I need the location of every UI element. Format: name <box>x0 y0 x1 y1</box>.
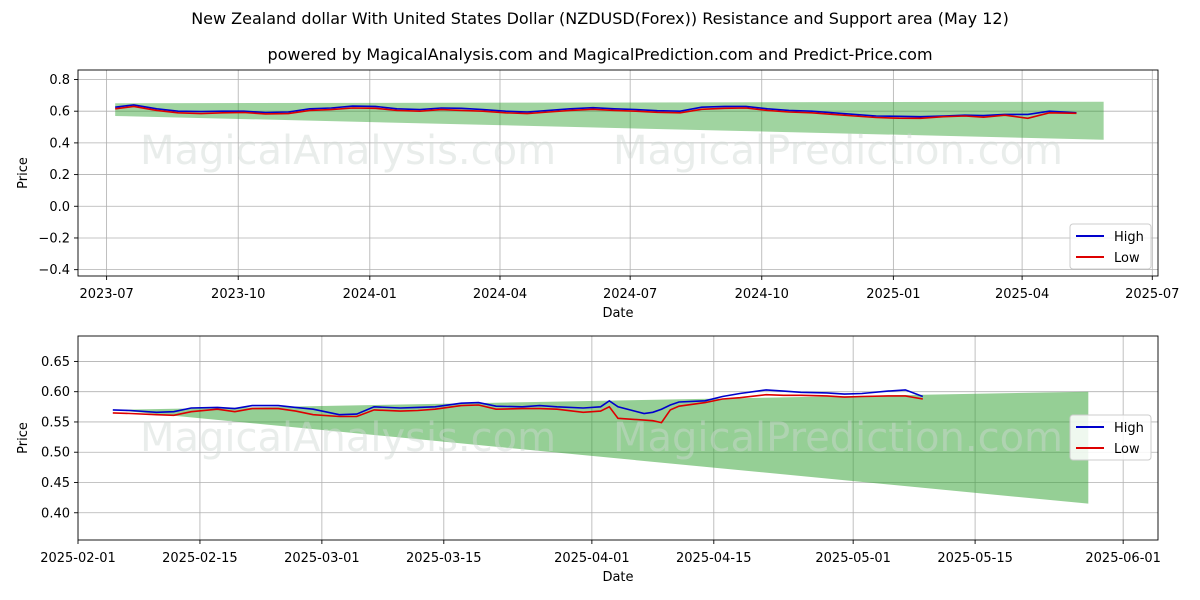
plot-area: MagicalAnalysis.com MagicalPrediction.com <box>78 70 1158 276</box>
x-tick-label: 2023-10 <box>211 287 265 302</box>
x-tick-label: 2024-04 <box>473 287 527 302</box>
watermark-analysis: MagicalAnalysis.com <box>140 128 556 174</box>
support-resistance-band <box>112 348 1089 359</box>
y-tick-label: 0.4 <box>49 136 70 151</box>
y-tick-label: 0.45 <box>41 476 70 491</box>
watermark-prediction: MagicalPrediction.com <box>613 415 1063 461</box>
series-line-high <box>115 104 1077 118</box>
y-tick-label: 0.65 <box>41 355 70 370</box>
top-panel: MagicalAnalysis.com MagicalPrediction.com… <box>16 69 1179 321</box>
legend-label-high: High <box>1114 421 1144 436</box>
legend-label-low: Low <box>1114 251 1140 266</box>
x-tick-label: 2025-02-01 <box>40 551 116 566</box>
series-line-low <box>112 393 923 424</box>
legend-label-high: High <box>1114 230 1144 245</box>
axes-frame <box>77 335 1159 541</box>
x-tick-label: 2025-07 <box>1125 287 1179 302</box>
x-tick-label: 2025-04-01 <box>554 551 630 566</box>
support-resistance-band <box>115 92 1104 115</box>
support-resistance-band <box>112 370 1089 380</box>
x-tick-label: 2024-01 <box>343 287 397 302</box>
support-resistance-band <box>112 358 1089 533</box>
x-tick-label: 2025-05-01 <box>815 551 891 566</box>
y-tick-label: 0.55 <box>41 415 70 430</box>
support-resistance-band <box>115 111 1104 235</box>
x-tick-label: 2024-07 <box>603 287 657 302</box>
chart-title: New Zealand dollar With United States Do… <box>191 9 1009 28</box>
support-resistance-band <box>115 146 1104 265</box>
support-resistance-band <box>112 391 1089 504</box>
x-tick-label: 2025-06-01 <box>1085 551 1161 566</box>
support-resistance-band <box>115 96 1104 140</box>
x-tick-label: 2025-03-15 <box>406 551 482 566</box>
axes-frame <box>77 69 1159 277</box>
y-tick-label: 0.50 <box>41 446 70 461</box>
x-axis-label: Date <box>602 306 633 321</box>
y-axis-label: Price <box>16 157 31 189</box>
y-tick-label: −0.4 <box>38 263 70 278</box>
support-resistance-band <box>112 364 1089 489</box>
y-tick-label: −0.2 <box>38 231 70 246</box>
x-tick-label: 2025-04 <box>995 287 1049 302</box>
watermark-analysis: MagicalAnalysis.com <box>140 415 556 461</box>
watermark-prediction: MagicalPrediction.com <box>613 128 1063 174</box>
series-line-high <box>112 389 924 416</box>
chart-subtitle: powered by MagicalAnalysis.com and Magic… <box>267 45 933 64</box>
x-tick-label: 2025-04-15 <box>676 551 752 566</box>
plot-area: MagicalAnalysis.com MagicalPrediction.com <box>78 336 1158 540</box>
series-line-low <box>115 105 1077 120</box>
x-tick-label: 2025-02-15 <box>162 551 238 566</box>
y-tick-label: 0.0 <box>49 200 70 215</box>
support-resistance-band <box>115 79 1104 150</box>
x-tick-label: 2025-05-15 <box>937 551 1013 566</box>
support-resistance-band <box>115 108 1104 223</box>
x-tick-label: 2023-07 <box>79 287 133 302</box>
support-resistance-band <box>115 101 1104 140</box>
y-tick-label: 0.40 <box>41 506 70 521</box>
support-resistance-band <box>115 79 1104 101</box>
x-axis-label: Date <box>602 570 633 585</box>
x-tick-label: 2024-10 <box>735 287 789 302</box>
legend: High Low <box>1069 223 1152 270</box>
legend: High Low <box>1069 414 1152 461</box>
x-tick-label: 2025-01 <box>866 287 920 302</box>
y-axis-label: Price <box>16 422 31 454</box>
y-tick-label: 0.8 <box>49 73 70 88</box>
y-tick-label: 0.60 <box>41 385 70 400</box>
x-tick-label: 2025-03-01 <box>284 551 360 566</box>
bottom-panel: MagicalAnalysis.com MagicalPrediction.com… <box>16 335 1161 585</box>
legend-label-low: Low <box>1114 442 1140 457</box>
y-tick-label: 0.6 <box>49 105 70 120</box>
y-tick-label: 0.2 <box>49 168 70 183</box>
